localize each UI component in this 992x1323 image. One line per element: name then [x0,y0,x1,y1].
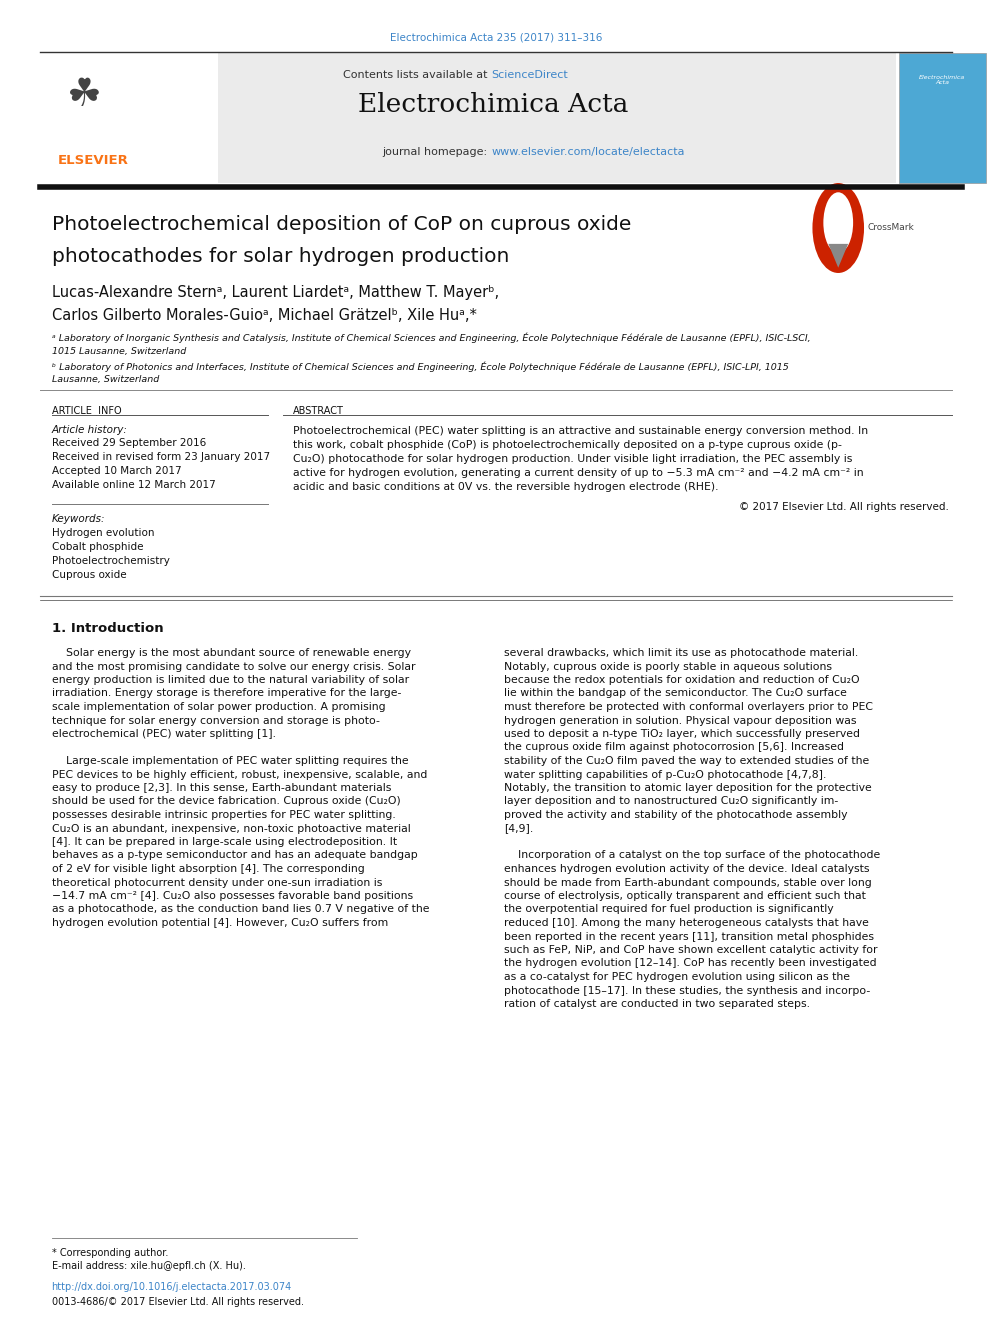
Text: the hydrogen evolution [12–14]. CoP has recently been investigated: the hydrogen evolution [12–14]. CoP has … [504,958,877,968]
Text: the overpotential required for fuel production is significantly: the overpotential required for fuel prod… [504,905,833,914]
Text: ABSTRACT: ABSTRACT [293,406,343,415]
Text: layer deposition and to nanostructured Cu₂O significantly im-: layer deposition and to nanostructured C… [504,796,838,807]
Text: Cu₂O is an abundant, inexpensive, non-toxic photoactive material: Cu₂O is an abundant, inexpensive, non-to… [52,823,411,833]
Text: and the most promising candidate to solve our energy crisis. Solar: and the most promising candidate to solv… [52,662,415,672]
Text: technique for solar energy conversion and storage is photo-: technique for solar energy conversion an… [52,716,380,725]
Text: Available online 12 March 2017: Available online 12 March 2017 [52,480,215,490]
Text: Received in revised form 23 January 2017: Received in revised form 23 January 2017 [52,452,270,462]
Text: been reported in the recent years [11], transition metal phosphides: been reported in the recent years [11], … [504,931,874,942]
Text: hydrogen generation in solution. Physical vapour deposition was: hydrogen generation in solution. Physica… [504,716,856,725]
Text: ☘: ☘ [66,75,102,114]
Text: −14.7 mA cm⁻² [4]. Cu₂O also possesses favorable band positions: −14.7 mA cm⁻² [4]. Cu₂O also possesses f… [52,890,413,901]
Text: Electrochimica Acta: Electrochimica Acta [358,93,628,118]
Text: CrossMark: CrossMark [868,224,915,233]
FancyBboxPatch shape [45,53,896,183]
Text: [4]. It can be prepared in large-scale using electrodeposition. It: [4]. It can be prepared in large-scale u… [52,837,397,847]
Text: enhances hydrogen evolution activity of the device. Ideal catalysts: enhances hydrogen evolution activity of … [504,864,869,875]
Ellipse shape [823,192,853,253]
Text: proved the activity and stability of the photocathode assembly: proved the activity and stability of the… [504,810,847,820]
Text: possesses desirable intrinsic properties for PEC water splitting.: possesses desirable intrinsic properties… [52,810,396,820]
Text: lie within the bandgap of the semiconductor. The Cu₂O surface: lie within the bandgap of the semiconduc… [504,688,847,699]
Text: used to deposit a n-type TiO₂ layer, which successfully preserved: used to deposit a n-type TiO₂ layer, whi… [504,729,860,740]
Text: Received 29 September 2016: Received 29 September 2016 [52,438,205,448]
Text: Photoelectrochemistry: Photoelectrochemistry [52,556,170,566]
Text: Article history:: Article history: [52,425,127,435]
Text: Electrochimica Acta 235 (2017) 311–316: Electrochimica Acta 235 (2017) 311–316 [390,32,602,42]
Text: active for hydrogen evolution, generating a current density of up to −5.3 mA cm⁻: active for hydrogen evolution, generatin… [293,468,863,478]
Text: stability of the Cu₂O film paved the way to extended studies of the: stability of the Cu₂O film paved the way… [504,755,869,766]
Text: Carlos Gilberto Morales-Guioᵃ, Michael Grätzelᵇ, Xile Huᵃ,*: Carlos Gilberto Morales-Guioᵃ, Michael G… [52,308,476,323]
Text: ᵇ Laboratory of Photonics and Interfaces, Institute of Chemical Sciences and Eng: ᵇ Laboratory of Photonics and Interfaces… [52,361,789,372]
FancyBboxPatch shape [45,53,218,183]
Text: © 2017 Elsevier Ltd. All rights reserved.: © 2017 Elsevier Ltd. All rights reserved… [739,501,949,512]
Text: Contents lists available at: Contents lists available at [343,70,491,79]
Text: 1. Introduction: 1. Introduction [52,622,164,635]
Text: of 2 eV for visible light absorption [4]. The corresponding: of 2 eV for visible light absorption [4]… [52,864,364,875]
Text: 1015 Lausanne, Switzerland: 1015 Lausanne, Switzerland [52,347,186,356]
Text: photocathodes for solar hydrogen production: photocathodes for solar hydrogen product… [52,247,509,266]
Text: reduced [10]. Among the many heterogeneous catalysts that have: reduced [10]. Among the many heterogeneo… [504,918,869,927]
Text: Electrochimica
Acta: Electrochimica Acta [920,74,965,86]
Text: should be made from Earth-abundant compounds, stable over long: should be made from Earth-abundant compo… [504,877,872,888]
Text: such as FeP, NiP, and CoP have shown excellent catalytic activity for: such as FeP, NiP, and CoP have shown exc… [504,945,878,955]
Text: Large-scale implementation of PEC water splitting requires the: Large-scale implementation of PEC water … [52,755,409,766]
Text: Accepted 10 March 2017: Accepted 10 March 2017 [52,466,182,476]
Text: theoretical photocurrent density under one-sun irradiation is: theoretical photocurrent density under o… [52,877,382,888]
Text: scale implementation of solar power production. A promising: scale implementation of solar power prod… [52,703,385,712]
Text: Keywords:: Keywords: [52,515,105,524]
Text: behaves as a p-type semiconductor and has an adequate bandgap: behaves as a p-type semiconductor and ha… [52,851,418,860]
Text: as a co-catalyst for PEC hydrogen evolution using silicon as the: as a co-catalyst for PEC hydrogen evolut… [504,972,850,982]
Text: journal homepage:: journal homepage: [382,147,491,157]
Text: photocathode [15–17]. In these studies, the synthesis and incorpo-: photocathode [15–17]. In these studies, … [504,986,870,995]
Text: energy production is limited due to the natural variability of solar: energy production is limited due to the … [52,675,409,685]
Text: this work, cobalt phosphide (CoP) is photoelectrochemically deposited on a p-typ: this work, cobalt phosphide (CoP) is pho… [293,441,841,450]
Text: hydrogen evolution potential [4]. However, Cu₂O suffers from: hydrogen evolution potential [4]. Howeve… [52,918,388,927]
Text: Lucas-Alexandre Sternᵃ, Laurent Liardetᵃ, Matthew T. Mayerᵇ,: Lucas-Alexandre Sternᵃ, Laurent Liardetᵃ… [52,284,499,300]
Text: * Corresponding author.: * Corresponding author. [52,1248,168,1258]
Text: ScienceDirect: ScienceDirect [491,70,567,79]
Text: water splitting capabilities of p-Cu₂O photocathode [4,7,8].: water splitting capabilities of p-Cu₂O p… [504,770,826,779]
Text: Lausanne, Switzerland: Lausanne, Switzerland [52,374,159,384]
Text: Cu₂O) photocathode for solar hydrogen production. Under visible light irradiatio: Cu₂O) photocathode for solar hydrogen pr… [293,454,852,464]
Text: easy to produce [2,3]. In this sense, Earth-abundant materials: easy to produce [2,3]. In this sense, Ea… [52,783,391,792]
Text: [4,9].: [4,9]. [504,823,533,833]
Text: Incorporation of a catalyst on the top surface of the photocathode: Incorporation of a catalyst on the top s… [504,851,880,860]
Text: http://dx.doi.org/10.1016/j.electacta.2017.03.074: http://dx.doi.org/10.1016/j.electacta.20… [52,1282,292,1293]
Text: irradiation. Energy storage is therefore imperative for the large-: irradiation. Energy storage is therefore… [52,688,401,699]
Text: www.elsevier.com/locate/electacta: www.elsevier.com/locate/electacta [491,147,684,157]
Text: ration of catalyst are conducted in two separated steps.: ration of catalyst are conducted in two … [504,999,809,1009]
Text: Solar energy is the most abundant source of renewable energy: Solar energy is the most abundant source… [52,648,411,658]
Text: Photoelectrochemical deposition of CoP on cuprous oxide: Photoelectrochemical deposition of CoP o… [52,216,631,234]
Text: ARTICLE  INFO: ARTICLE INFO [52,406,121,415]
Text: electrochemical (PEC) water splitting [1].: electrochemical (PEC) water splitting [1… [52,729,276,740]
Text: Photoelectrochemical (PEC) water splitting is an attractive and sustainable ener: Photoelectrochemical (PEC) water splitti… [293,426,868,437]
Text: because the redox potentials for oxidation and reduction of Cu₂O: because the redox potentials for oxidati… [504,675,859,685]
Text: ᵃ Laboratory of Inorganic Synthesis and Catalysis, Institute of Chemical Science: ᵃ Laboratory of Inorganic Synthesis and … [52,332,810,343]
Text: Notably, the transition to atomic layer deposition for the protective: Notably, the transition to atomic layer … [504,783,872,792]
Text: 0013-4686/© 2017 Elsevier Ltd. All rights reserved.: 0013-4686/© 2017 Elsevier Ltd. All right… [52,1297,304,1307]
Text: Cuprous oxide: Cuprous oxide [52,570,126,579]
Text: the cuprous oxide film against photocorrosion [5,6]. Increased: the cuprous oxide film against photocorr… [504,742,844,753]
Polygon shape [828,243,848,267]
Text: Hydrogen evolution: Hydrogen evolution [52,528,154,538]
Text: several drawbacks, which limit its use as photocathode material.: several drawbacks, which limit its use a… [504,648,858,658]
Text: should be used for the device fabrication. Cuprous oxide (Cu₂O): should be used for the device fabricatio… [52,796,401,807]
Text: ELSEVIER: ELSEVIER [58,153,128,167]
Text: E-mail address: xile.hu@epfl.ch (X. Hu).: E-mail address: xile.hu@epfl.ch (X. Hu). [52,1261,245,1271]
Text: Cobalt phosphide: Cobalt phosphide [52,542,143,552]
Ellipse shape [812,183,864,273]
Text: Notably, cuprous oxide is poorly stable in aqueous solutions: Notably, cuprous oxide is poorly stable … [504,662,832,672]
Text: acidic and basic conditions at 0V vs. the reversible hydrogen electrode (RHE).: acidic and basic conditions at 0V vs. th… [293,482,718,492]
Text: must therefore be protected with conformal overlayers prior to PEC: must therefore be protected with conform… [504,703,873,712]
FancyBboxPatch shape [899,53,986,183]
Text: PEC devices to be highly efficient, robust, inexpensive, scalable, and: PEC devices to be highly efficient, robu… [52,770,427,779]
Text: course of electrolysis, optically transparent and efficient such that: course of electrolysis, optically transp… [504,890,866,901]
Text: as a photocathode, as the conduction band lies 0.7 V negative of the: as a photocathode, as the conduction ban… [52,905,430,914]
